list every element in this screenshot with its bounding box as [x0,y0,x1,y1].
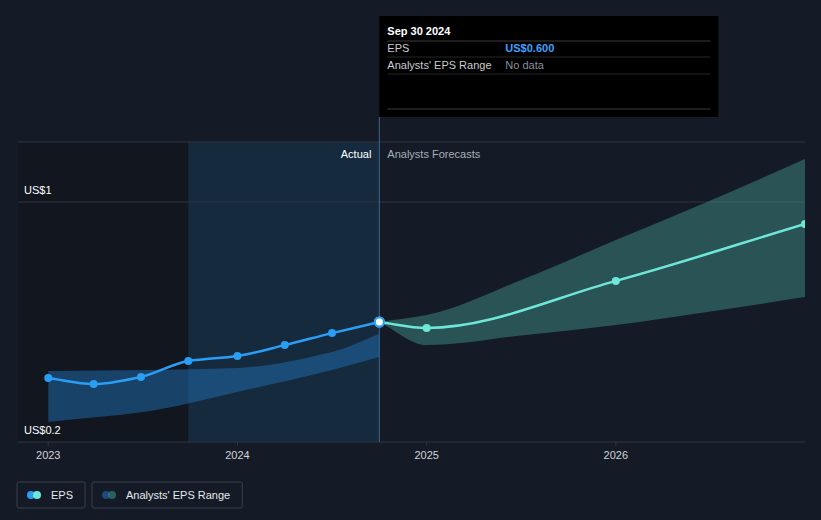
legend-label: Analysts' EPS Range [126,489,230,501]
x-tick [48,442,49,446]
tooltip-box [379,16,718,117]
tooltip-sep [387,74,710,75]
annotation: Analysts Forecasts [387,148,480,160]
range-band [48,334,379,422]
x-tick-label: 2026 [604,449,628,461]
point [801,220,805,228]
x-tick [615,442,616,446]
x-tick-label: 2023 [36,449,60,461]
annotation: Actual [341,148,372,160]
tooltip-value: US$0.600 [505,42,554,54]
tooltip-label: Analysts' EPS Range [387,59,491,71]
point [90,380,98,388]
point [328,329,336,337]
point [612,277,620,285]
x-tick-label: 2025 [414,449,438,461]
frame-top [18,142,805,143]
x-tick [426,442,427,446]
tooltip-title: Sep 30 2024 [387,25,451,37]
legend-entry: EPS [17,482,85,508]
point [137,373,145,381]
tooltip-sep [387,57,710,58]
series-line [48,322,379,384]
point [375,318,384,327]
series-line [379,224,805,328]
y-tick-label: US$0.2 [24,424,61,436]
point [44,374,52,382]
x-tick [237,442,238,446]
x-tick-label: 2024 [225,449,249,461]
chart: US$0.2 US$1 2023 2024 2025 2026 Actual Analysts… [0,0,821,520]
legend-box [17,482,85,508]
grid-line [18,202,805,203]
legend-swatch [108,491,116,499]
tooltip-label: EPS [387,42,409,54]
grid-line [18,442,805,443]
legend-entry: Analysts' EPS Range [92,482,242,508]
highlight-region [188,142,379,442]
point [233,352,241,360]
plot-area [44,159,805,422]
legend-label: EPS [51,489,73,501]
point [375,318,384,327]
tooltip-sep [387,109,710,110]
point [281,341,289,349]
point [423,324,431,332]
legend-swatch [33,491,41,499]
tooltip-line [379,117,380,442]
legend-box [92,482,242,508]
background [0,0,821,520]
point [184,357,192,365]
tooltip-value: No data [505,59,544,71]
y-tick-label: US$1 [24,184,52,196]
range-band [379,159,805,345]
